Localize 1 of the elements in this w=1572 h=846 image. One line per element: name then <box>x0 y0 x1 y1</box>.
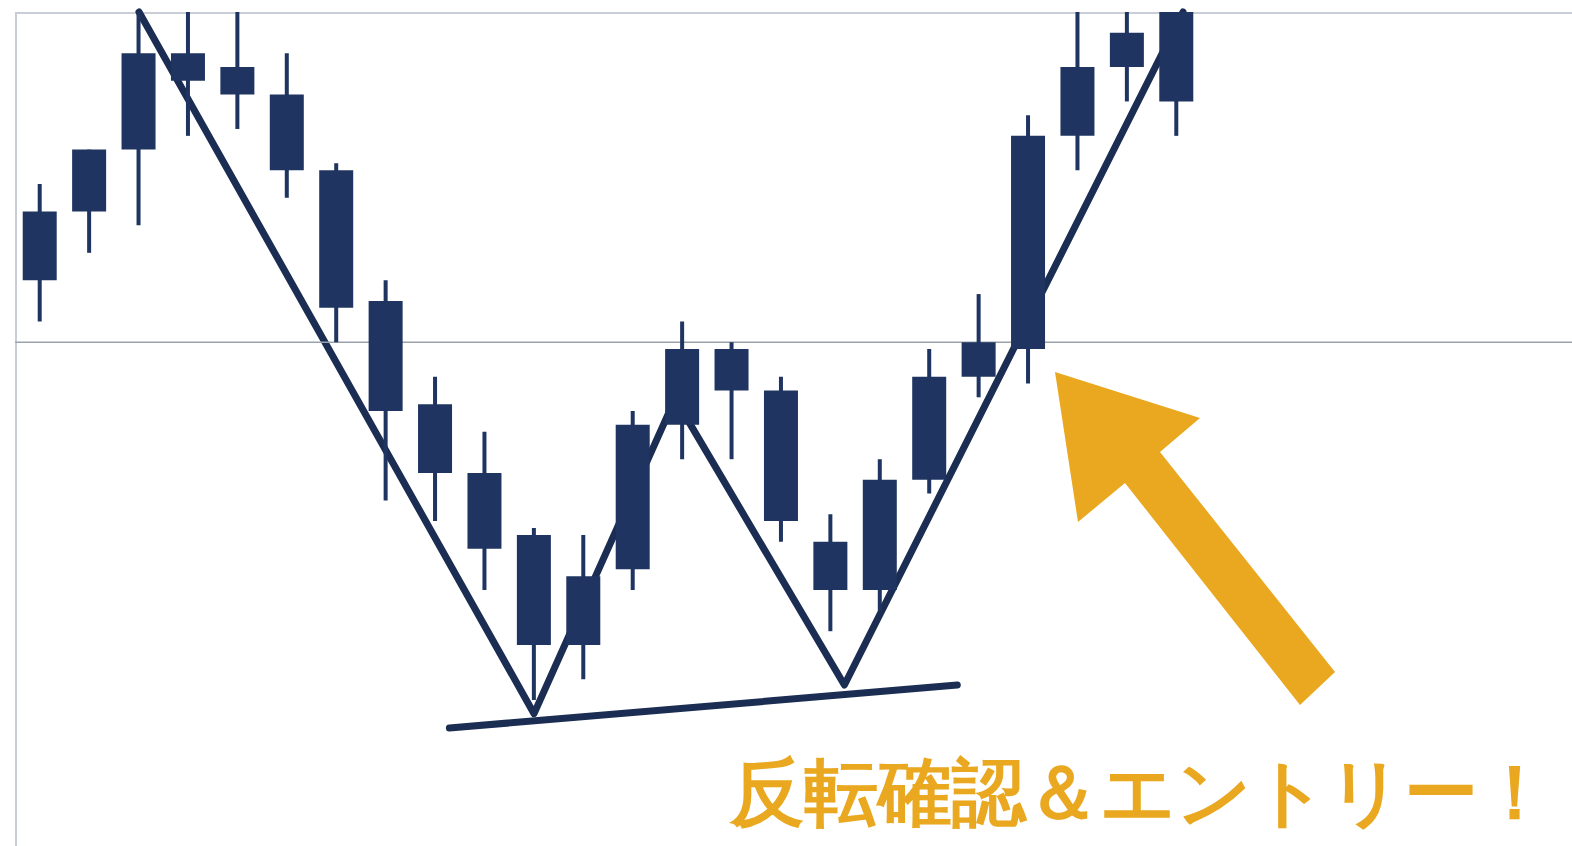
text: 反転確認＆エントリー！ <box>728 749 1552 835</box>
